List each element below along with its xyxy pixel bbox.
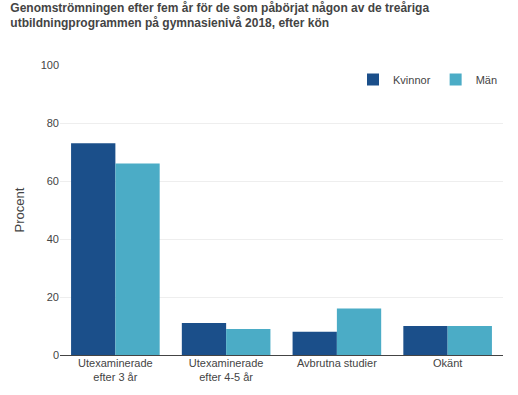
svg-text:Utexamineradeefter 3 år: Utexamineradeefter 3 år: [78, 357, 153, 383]
svg-text:Genomströmningen efter fem år: Genomströmningen efter fem år för de som…: [10, 1, 429, 31]
svg-text:Kvinnor: Kvinnor: [393, 74, 431, 86]
svg-text:60: 60: [47, 175, 59, 187]
svg-text:0: 0: [53, 349, 59, 361]
svg-text:20: 20: [47, 291, 59, 303]
svg-text:100: 100: [41, 59, 59, 71]
svg-text:80: 80: [47, 117, 59, 129]
svg-text:40: 40: [47, 233, 59, 245]
svg-text:Procent: Procent: [12, 187, 27, 232]
svg-text:Män: Män: [476, 74, 497, 86]
svg-text:Okänt: Okänt: [433, 357, 462, 369]
svg-text:Avbrutna studier: Avbrutna studier: [297, 357, 377, 369]
svg-text:Utexamineradeefter 4-5 år: Utexamineradeefter 4-5 år: [189, 357, 264, 383]
